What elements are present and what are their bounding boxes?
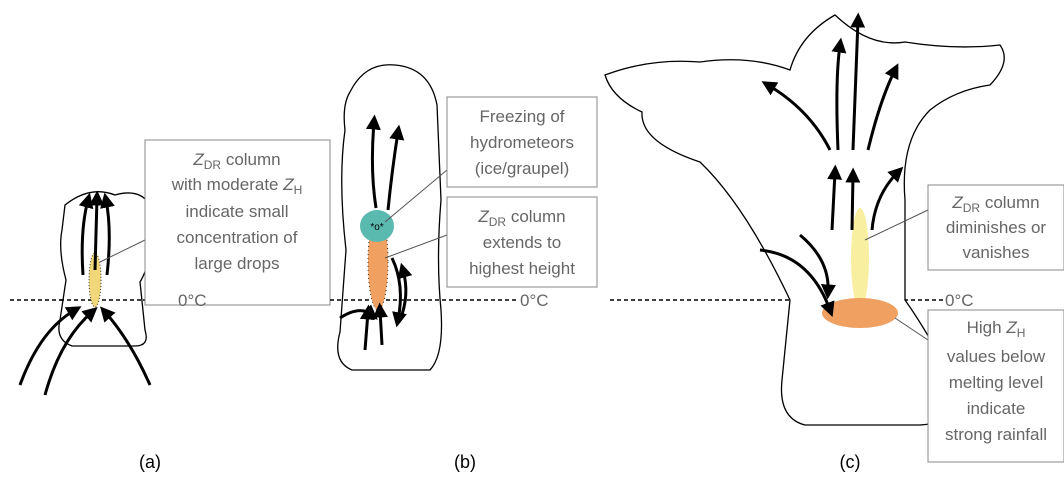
- updraft-arrow: [89, 190, 105, 271]
- freezing-label: 0°C: [178, 291, 207, 310]
- updraft-arrow: [845, 167, 861, 231]
- updraft-arrow: [100, 306, 152, 386]
- annotation-box: [144, 139, 331, 306]
- annotation-line: melting level: [949, 373, 1044, 392]
- annotation-line: large drops: [194, 254, 279, 273]
- annotation-box: [446, 96, 598, 188]
- annotation-line: (ice/graupel): [475, 159, 570, 178]
- updraft-arrow: [372, 302, 388, 346]
- annotation-box: [927, 184, 1064, 271]
- cloud: [58, 191, 151, 347]
- annotation-line: vanishes: [962, 243, 1029, 262]
- annotation-line: indicate small: [186, 202, 289, 221]
- annotation-box: [927, 309, 1064, 463]
- annotation-line: concentration of: [177, 228, 298, 247]
- updraft-arrow: [365, 114, 381, 209]
- annotation-line: Freezing of: [479, 107, 564, 126]
- zdr-column: [88, 252, 102, 308]
- updraft-arrow: [850, 12, 866, 151]
- high-zh-region: [822, 298, 898, 328]
- annotation-line: ZDR column: [951, 193, 1039, 215]
- updraft-arrow: [386, 124, 405, 211]
- updraft-arrow: [18, 306, 82, 386]
- annotation-line: with moderate ZH: [171, 175, 303, 197]
- annotation-line: extends to: [483, 233, 561, 252]
- downdraft-arrow: [799, 233, 836, 300]
- panel-label: (a): [139, 452, 161, 472]
- updraft-arrow: [359, 304, 375, 351]
- freezing-label: 0°C: [945, 291, 974, 310]
- annotation-line: indicate: [967, 399, 1026, 418]
- freezing-region: [360, 210, 394, 242]
- updraft-arrow: [866, 63, 899, 151]
- panel-label: (c): [840, 452, 861, 472]
- updraft-arrow: [43, 307, 98, 396]
- leader-line: [894, 317, 929, 341]
- updraft-arrow: [78, 192, 94, 276]
- updraft-arrow: [870, 166, 904, 231]
- leader-line: [384, 169, 448, 223]
- annotation-box: [446, 196, 598, 288]
- annotation-line: highest height: [469, 259, 575, 278]
- annotation-line: ZDR column: [477, 207, 565, 229]
- leader-line: [864, 209, 929, 241]
- downdraft-arrow: [397, 262, 413, 321]
- updraft-arrow: [761, 81, 832, 151]
- downdraft-arrow: [390, 257, 407, 328]
- freezing-label: 0°C: [520, 291, 549, 310]
- annotation-line: ZDR column: [192, 150, 280, 172]
- zdr-column: [851, 208, 869, 308]
- ice-symbols: *o*: [370, 222, 383, 233]
- updraft-arrow: [100, 192, 115, 276]
- annotation-line: strong rainfall: [945, 425, 1047, 444]
- updraft-arrow: [827, 164, 843, 231]
- annotation-line: hydrometeors: [470, 133, 574, 152]
- cloud: [604, 14, 1005, 426]
- leader-line: [99, 239, 146, 263]
- annotation-line: values below: [947, 347, 1046, 366]
- panel-label: (b): [454, 452, 476, 472]
- updraft-arrow: [831, 37, 847, 151]
- annotation-line: High ZH: [967, 318, 1026, 340]
- annotation-line: diminishes or: [946, 218, 1046, 237]
- leader-line: [384, 234, 448, 259]
